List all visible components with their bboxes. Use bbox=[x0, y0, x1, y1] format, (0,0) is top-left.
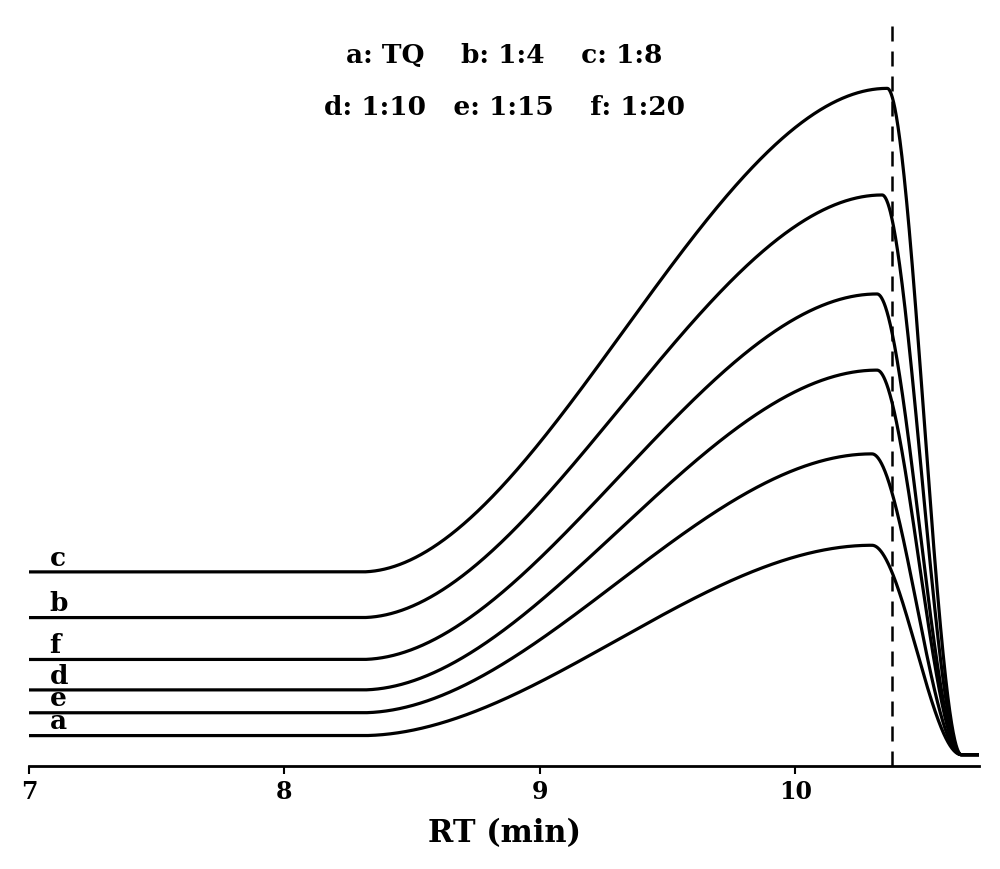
Text: d: d bbox=[50, 663, 68, 688]
Text: a: TQ    b: 1:4    c: 1:8: a: TQ b: 1:4 c: 1:8 bbox=[346, 43, 662, 68]
Text: d: 1:10   e: 1:15    f: 1:20: d: 1:10 e: 1:15 f: 1:20 bbox=[324, 96, 685, 120]
X-axis label: RT (min): RT (min) bbox=[428, 817, 581, 848]
Text: e: e bbox=[50, 686, 66, 711]
Text: c: c bbox=[50, 545, 66, 570]
Text: f: f bbox=[50, 633, 61, 658]
Text: a: a bbox=[50, 708, 67, 733]
Text: b: b bbox=[50, 591, 68, 615]
